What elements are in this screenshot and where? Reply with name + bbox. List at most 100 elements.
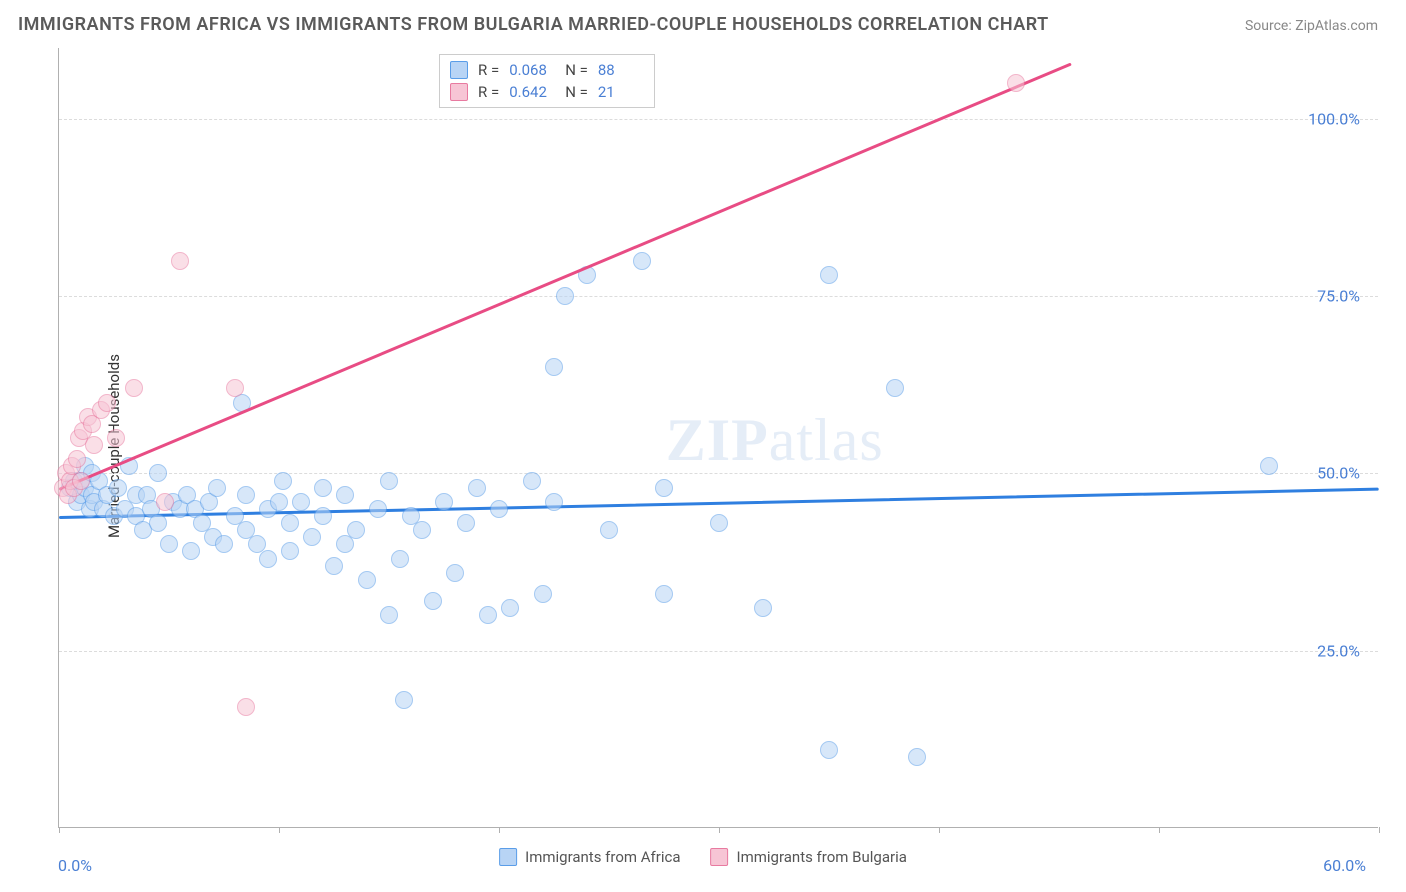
gridline [59, 296, 1378, 297]
x-tick [1159, 827, 1160, 833]
gridline [59, 119, 1378, 120]
scatter-point-bulgaria [98, 394, 116, 412]
gridline [59, 473, 1378, 474]
scatter-point-africa [215, 535, 233, 553]
legend-swatch-africa [450, 61, 468, 79]
scatter-point-africa [237, 486, 255, 504]
scatter-point-africa [545, 493, 563, 511]
scatter-point-africa [292, 493, 310, 511]
scatter-point-africa [369, 500, 387, 518]
watermark-atlas: atlas [769, 407, 884, 473]
x-tick [499, 827, 500, 833]
scatter-point-africa [633, 252, 651, 270]
scatter-point-africa [208, 479, 226, 497]
scatter-point-bulgaria [107, 429, 125, 447]
stats-row-africa: R =0.068N =88 [450, 59, 644, 81]
trend-line-bulgaria [58, 62, 1071, 490]
scatter-point-africa [523, 472, 541, 490]
scatter-point-bulgaria [68, 450, 86, 468]
y-tick-label: 100.0% [1308, 109, 1360, 128]
scatter-point-africa [600, 521, 618, 539]
scatter-point-bulgaria [72, 472, 90, 490]
legend-swatch-africa [499, 848, 517, 866]
scatter-point-bulgaria [1007, 74, 1025, 92]
scatter-point-africa [160, 535, 178, 553]
scatter-point-bulgaria [85, 436, 103, 454]
scatter-point-africa [479, 606, 497, 624]
r-label: R = [478, 61, 499, 79]
y-tick-label: 75.0% [1317, 287, 1360, 306]
scatter-point-africa [303, 528, 321, 546]
y-tick-label: 25.0% [1317, 641, 1360, 660]
y-tick-label: 50.0% [1317, 464, 1360, 483]
scatter-point-africa [314, 507, 332, 525]
scatter-point-africa [501, 599, 519, 617]
scatter-point-africa [347, 521, 365, 539]
scatter-point-africa [109, 479, 127, 497]
x-max-label: 60.0% [1323, 856, 1366, 875]
gridline [59, 651, 1378, 652]
scatter-point-bulgaria [156, 493, 174, 511]
scatter-point-africa [391, 550, 409, 568]
scatter-point-africa [468, 479, 486, 497]
scatter-point-africa [149, 464, 167, 482]
scatter-point-africa [820, 266, 838, 284]
scatter-point-africa [413, 521, 431, 539]
scatter-point-africa [886, 379, 904, 397]
scatter-point-bulgaria [125, 379, 143, 397]
source-prefix: Source: [1245, 18, 1295, 34]
legend-label-africa: Immigrants from Africa [525, 848, 680, 866]
x-min-label: 0.0% [58, 856, 92, 875]
scatter-point-africa [490, 500, 508, 518]
x-tick [1379, 827, 1380, 833]
x-tick [719, 827, 720, 833]
scatter-point-africa [710, 514, 728, 532]
scatter-point-africa [435, 493, 453, 511]
scatter-point-africa [655, 585, 673, 603]
scatter-point-africa [259, 550, 277, 568]
scatter-point-africa [424, 592, 442, 610]
scatter-point-bulgaria [226, 379, 244, 397]
scatter-point-africa [380, 472, 398, 490]
scatter-point-africa [446, 564, 464, 582]
scatter-point-africa [754, 599, 772, 617]
scatter-point-africa [457, 514, 475, 532]
stats-legend: R =0.068N =88R =0.642N =21 [439, 54, 655, 108]
scatter-point-africa [820, 741, 838, 759]
n-label: N = [565, 83, 588, 101]
scatter-point-africa [1260, 457, 1278, 475]
scatter-point-africa [270, 493, 288, 511]
r-value-bulgaria: 0.642 [509, 83, 555, 101]
plot-area: ZIPatlas R =0.068N =88R =0.642N =21 25.0… [58, 48, 1378, 828]
scatter-point-africa [534, 585, 552, 603]
watermark: ZIPatlas [666, 406, 884, 475]
legend-item-bulgaria: Immigrants from Bulgaria [711, 848, 907, 866]
r-value-africa: 0.068 [509, 61, 555, 79]
scatter-point-africa [314, 479, 332, 497]
scatter-point-africa [545, 358, 563, 376]
source-link[interactable]: ZipAtlas.com [1295, 18, 1378, 34]
legend-item-africa: Immigrants from Africa [499, 848, 680, 866]
scatter-point-africa [281, 542, 299, 560]
x-tick [279, 827, 280, 833]
scatter-point-africa [358, 571, 376, 589]
scatter-point-bulgaria [237, 698, 255, 716]
scatter-point-bulgaria [171, 252, 189, 270]
scatter-point-africa [281, 514, 299, 532]
scatter-point-africa [908, 748, 926, 766]
scatter-point-africa [380, 606, 398, 624]
legend-label-bulgaria: Immigrants from Bulgaria [737, 848, 907, 866]
scatter-point-africa [149, 514, 167, 532]
scatter-point-africa [336, 486, 354, 504]
legend-swatch-bulgaria [450, 83, 468, 101]
stats-row-bulgaria: R =0.642N =21 [450, 81, 644, 103]
scatter-point-africa [556, 287, 574, 305]
r-label: R = [478, 83, 499, 101]
chart-title: IMMIGRANTS FROM AFRICA VS IMMIGRANTS FRO… [18, 14, 1049, 35]
x-tick [939, 827, 940, 833]
scatter-point-africa [325, 557, 343, 575]
scatter-point-africa [182, 542, 200, 560]
watermark-zip: ZIP [666, 407, 769, 473]
source-label: Source: ZipAtlas.com [1245, 18, 1378, 34]
x-tick [59, 827, 60, 833]
